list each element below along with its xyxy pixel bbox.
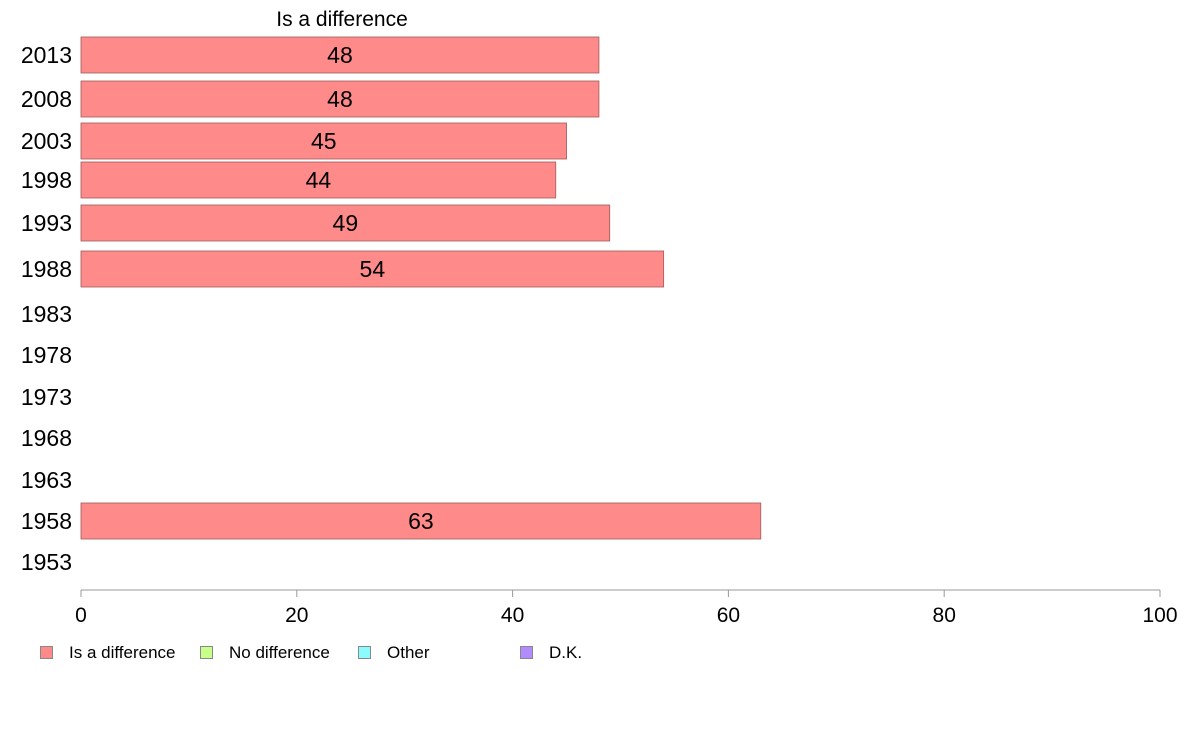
x-axis: 0 20 40 60 80 100 bbox=[75, 589, 1178, 627]
y-tick-label: 1988 bbox=[21, 256, 72, 282]
x-tick-label: 20 bbox=[285, 604, 308, 627]
legend-label: D.K. bbox=[549, 643, 583, 662]
data-label-1993: 49 bbox=[333, 210, 359, 236]
data-label-1998: 44 bbox=[306, 167, 332, 193]
x-tick-label: 0 bbox=[75, 604, 87, 627]
bar-2013 bbox=[80, 36, 600, 74]
data-label-2013: 48 bbox=[327, 42, 353, 68]
y-tick-label: 2013 bbox=[21, 42, 72, 68]
legend-label: Other bbox=[387, 643, 430, 662]
bar-2003 bbox=[80, 122, 567, 160]
y-tick-label: 1963 bbox=[21, 467, 72, 493]
legend-swatch bbox=[358, 646, 371, 659]
y-tick-label: 1953 bbox=[21, 549, 72, 575]
data-label-1988: 54 bbox=[360, 256, 386, 282]
x-tick-label: 60 bbox=[717, 604, 740, 627]
bar-1958 bbox=[80, 502, 762, 540]
x-tick-label: 80 bbox=[933, 604, 956, 627]
y-tick-label: 1978 bbox=[21, 342, 72, 368]
data-label-2003: 45 bbox=[311, 128, 337, 154]
legend-swatch bbox=[520, 646, 533, 659]
x-tick-label: 40 bbox=[501, 604, 524, 627]
data-label-1958: 63 bbox=[408, 508, 434, 534]
y-tick-label: 1983 bbox=[21, 301, 72, 327]
legend-swatch bbox=[40, 646, 53, 659]
bar-1988 bbox=[80, 250, 665, 288]
x-tick-label: 100 bbox=[1142, 604, 1177, 627]
data-label-2008: 48 bbox=[327, 86, 353, 112]
y-tick-label: 1958 bbox=[21, 508, 72, 534]
bar-1998 bbox=[80, 161, 557, 199]
bar-2008 bbox=[80, 80, 600, 118]
y-axis-labels: 2013 2008 2003 1998 1993 1988 1983 1978 1973 1968… bbox=[21, 42, 72, 575]
legend-label: Is a difference bbox=[69, 643, 176, 662]
legend-label: No difference bbox=[229, 643, 330, 662]
chart-title: Is a difference bbox=[276, 8, 408, 31]
y-tick-label: 1973 bbox=[21, 384, 72, 410]
y-tick-label: 1968 bbox=[21, 425, 72, 451]
y-tick-label: 2003 bbox=[21, 128, 72, 154]
bar-1993 bbox=[80, 204, 611, 242]
legend-swatch bbox=[200, 646, 213, 659]
y-tick-label: 1993 bbox=[21, 210, 72, 236]
y-tick-label: 2008 bbox=[21, 86, 72, 112]
y-tick-label: 1998 bbox=[21, 167, 72, 193]
